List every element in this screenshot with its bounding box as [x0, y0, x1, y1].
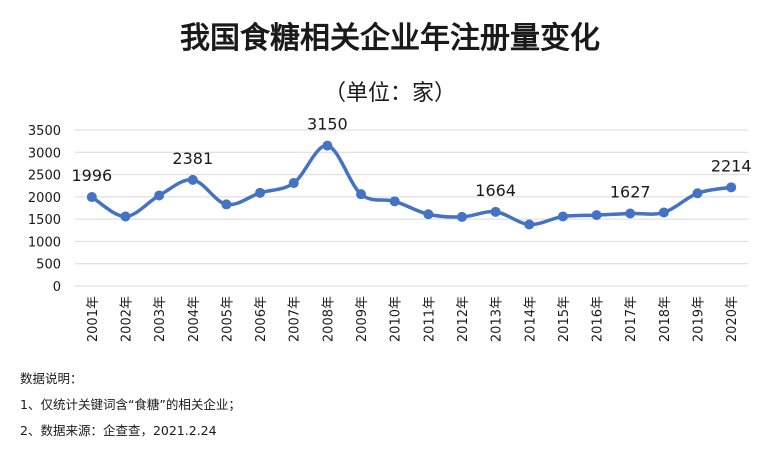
notes-heading: 数据说明：: [20, 371, 83, 386]
x-tick-label: 2005年: [220, 296, 235, 342]
x-tick-label: 2001年: [86, 296, 101, 342]
data-label: 3150: [307, 115, 348, 134]
gridlines: [75, 129, 748, 287]
y-tick-label: 3500: [28, 124, 61, 139]
x-tick-label: 2008年: [321, 296, 336, 342]
notes-item-2: 2、数据来源：企查查，2021.2.24: [20, 423, 217, 438]
x-tick-label: 2004年: [187, 296, 202, 342]
x-tick-label: 2015年: [557, 296, 572, 342]
x-tick-label: 2007年: [288, 296, 303, 342]
data-notes: 数据说明： 1、仅统计关键词含“食糖”的相关企业； 2、数据来源：企查查，202…: [20, 366, 241, 444]
x-tick-label: 2018年: [658, 296, 673, 342]
data-labels: 1996 2381 3150 1664 1627 2214: [71, 115, 751, 202]
x-tick-label: 2016年: [591, 296, 606, 342]
data-point-2008年: [322, 140, 333, 151]
x-tick-label: 2020年: [725, 296, 740, 342]
y-axis-ticks: 0 500 1000 1500 2000 2500 3000 3500: [28, 124, 61, 295]
x-tick-label: 2010年: [389, 296, 404, 342]
data-point-2015年: [557, 211, 568, 222]
data-point-2011年: [423, 209, 434, 220]
data-point-2019年: [692, 188, 703, 199]
y-tick-label: 2500: [28, 169, 61, 184]
x-tick-label: 2009年: [355, 296, 370, 342]
data-point-2013年: [490, 206, 501, 217]
data-point-2002年: [120, 211, 131, 222]
y-tick-label: 1000: [28, 235, 61, 250]
x-tick-label: 2019年: [692, 296, 707, 342]
x-tick-label: 2002年: [119, 296, 134, 342]
data-label: 2214: [711, 156, 752, 175]
data-point-2020年: [726, 182, 737, 193]
data-point-2009年: [356, 189, 367, 200]
data-label: 1627: [610, 182, 651, 201]
x-axis-ticks: 2001年 2002年 2003年 2004年 2005年 2006年 2007年 2008年…: [86, 296, 740, 342]
data-point-2014年: [524, 219, 535, 230]
chart-title: 我国食糖相关企业年注册量变化: [180, 21, 600, 56]
data-label: 1664: [475, 181, 516, 200]
data-point-2017年: [625, 208, 636, 219]
x-tick-label: 2013年: [490, 296, 505, 342]
data-point-2016年: [591, 210, 602, 221]
chart-subtitle: （单位：家）: [324, 81, 456, 106]
y-tick-label: 3000: [28, 146, 61, 161]
x-tick-label: 2017年: [624, 296, 639, 342]
data-point-2012年: [456, 211, 467, 222]
notes-item-1: 1、仅统计关键词含“食糖”的相关企业；: [20, 397, 241, 412]
data-point-2006年: [255, 187, 266, 198]
x-tick-label: 2003年: [153, 296, 168, 342]
data-point-2003年: [154, 190, 165, 201]
data-label: 2381: [172, 149, 213, 168]
x-tick-label: 2012年: [456, 296, 471, 342]
y-tick-label: 2000: [28, 191, 61, 206]
x-tick-label: 2006年: [254, 296, 269, 342]
data-point-2007年: [288, 178, 299, 189]
data-point-2018年: [658, 207, 669, 218]
y-tick-label: 1500: [28, 213, 61, 228]
y-tick-label: 500: [36, 258, 61, 273]
x-tick-label: 2014年: [523, 296, 538, 342]
data-point-2004年: [187, 174, 198, 185]
x-tick-label: 2011年: [422, 296, 437, 342]
data-point-2005年: [221, 199, 232, 210]
data-points: [86, 140, 737, 230]
data-point-2010年: [389, 196, 400, 207]
data-label: 1996: [71, 166, 112, 185]
data-point-2001年: [86, 192, 97, 203]
y-tick-label: 0: [53, 280, 61, 295]
